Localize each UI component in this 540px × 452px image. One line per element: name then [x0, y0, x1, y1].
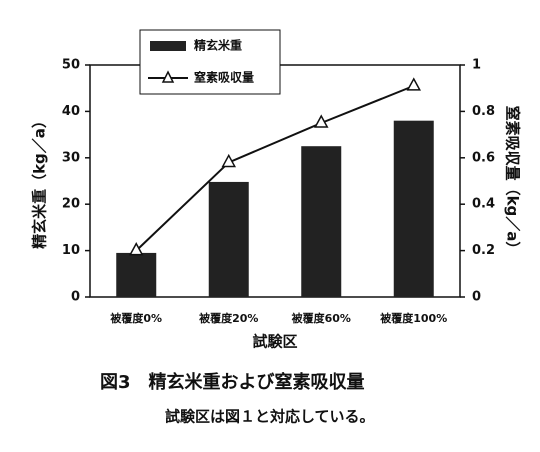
y-tick-label: 10 [62, 243, 80, 258]
y2-tick-label: 0 [472, 290, 481, 305]
bar [301, 146, 342, 297]
bar [393, 120, 434, 298]
marker [313, 114, 329, 128]
caption: 図3 精玄米重および窒素吸収量 [100, 371, 365, 393]
y-tick-label: 50 [62, 58, 80, 73]
bar [116, 252, 157, 297]
x-tick-label: 被覆度100% [380, 311, 447, 325]
legend-marker [161, 70, 175, 83]
legend-label: 精玄米重 [194, 38, 242, 53]
marker [128, 242, 144, 256]
y2-tick-label: 0.2 [472, 243, 495, 258]
y-tick-label: 30 [62, 150, 80, 165]
y-tick-label: 40 [62, 104, 80, 119]
x-tick-label: 被覆度20% [199, 311, 258, 325]
y2-tick-label: 0.8 [472, 104, 495, 119]
marker [406, 77, 422, 91]
bar [208, 181, 249, 297]
y-tick-label: 0 [71, 290, 80, 305]
x-axis-label: 試験区 [252, 333, 297, 351]
legend-box [139, 29, 281, 95]
y-axis-label: 精玄米重（kg／a） [31, 113, 49, 249]
y-tick-label: 20 [62, 197, 80, 212]
legend-swatch [150, 41, 186, 51]
y2-tick-label: 1 [472, 58, 481, 73]
y2-tick-label: 0.6 [472, 150, 495, 165]
marker [221, 153, 237, 168]
y2-tick-label: 0.4 [472, 197, 495, 212]
line [135, 84, 415, 252]
y2-axis-label: 窒素吸収量（kg／a） [504, 106, 522, 257]
note: 試験区は図１と対応している。 [165, 408, 375, 426]
legend-label: 窒素吸収量 [194, 70, 254, 85]
x-tick-label: 被覆度0% [110, 311, 162, 325]
x-tick-label: 被覆度60% [292, 311, 351, 325]
